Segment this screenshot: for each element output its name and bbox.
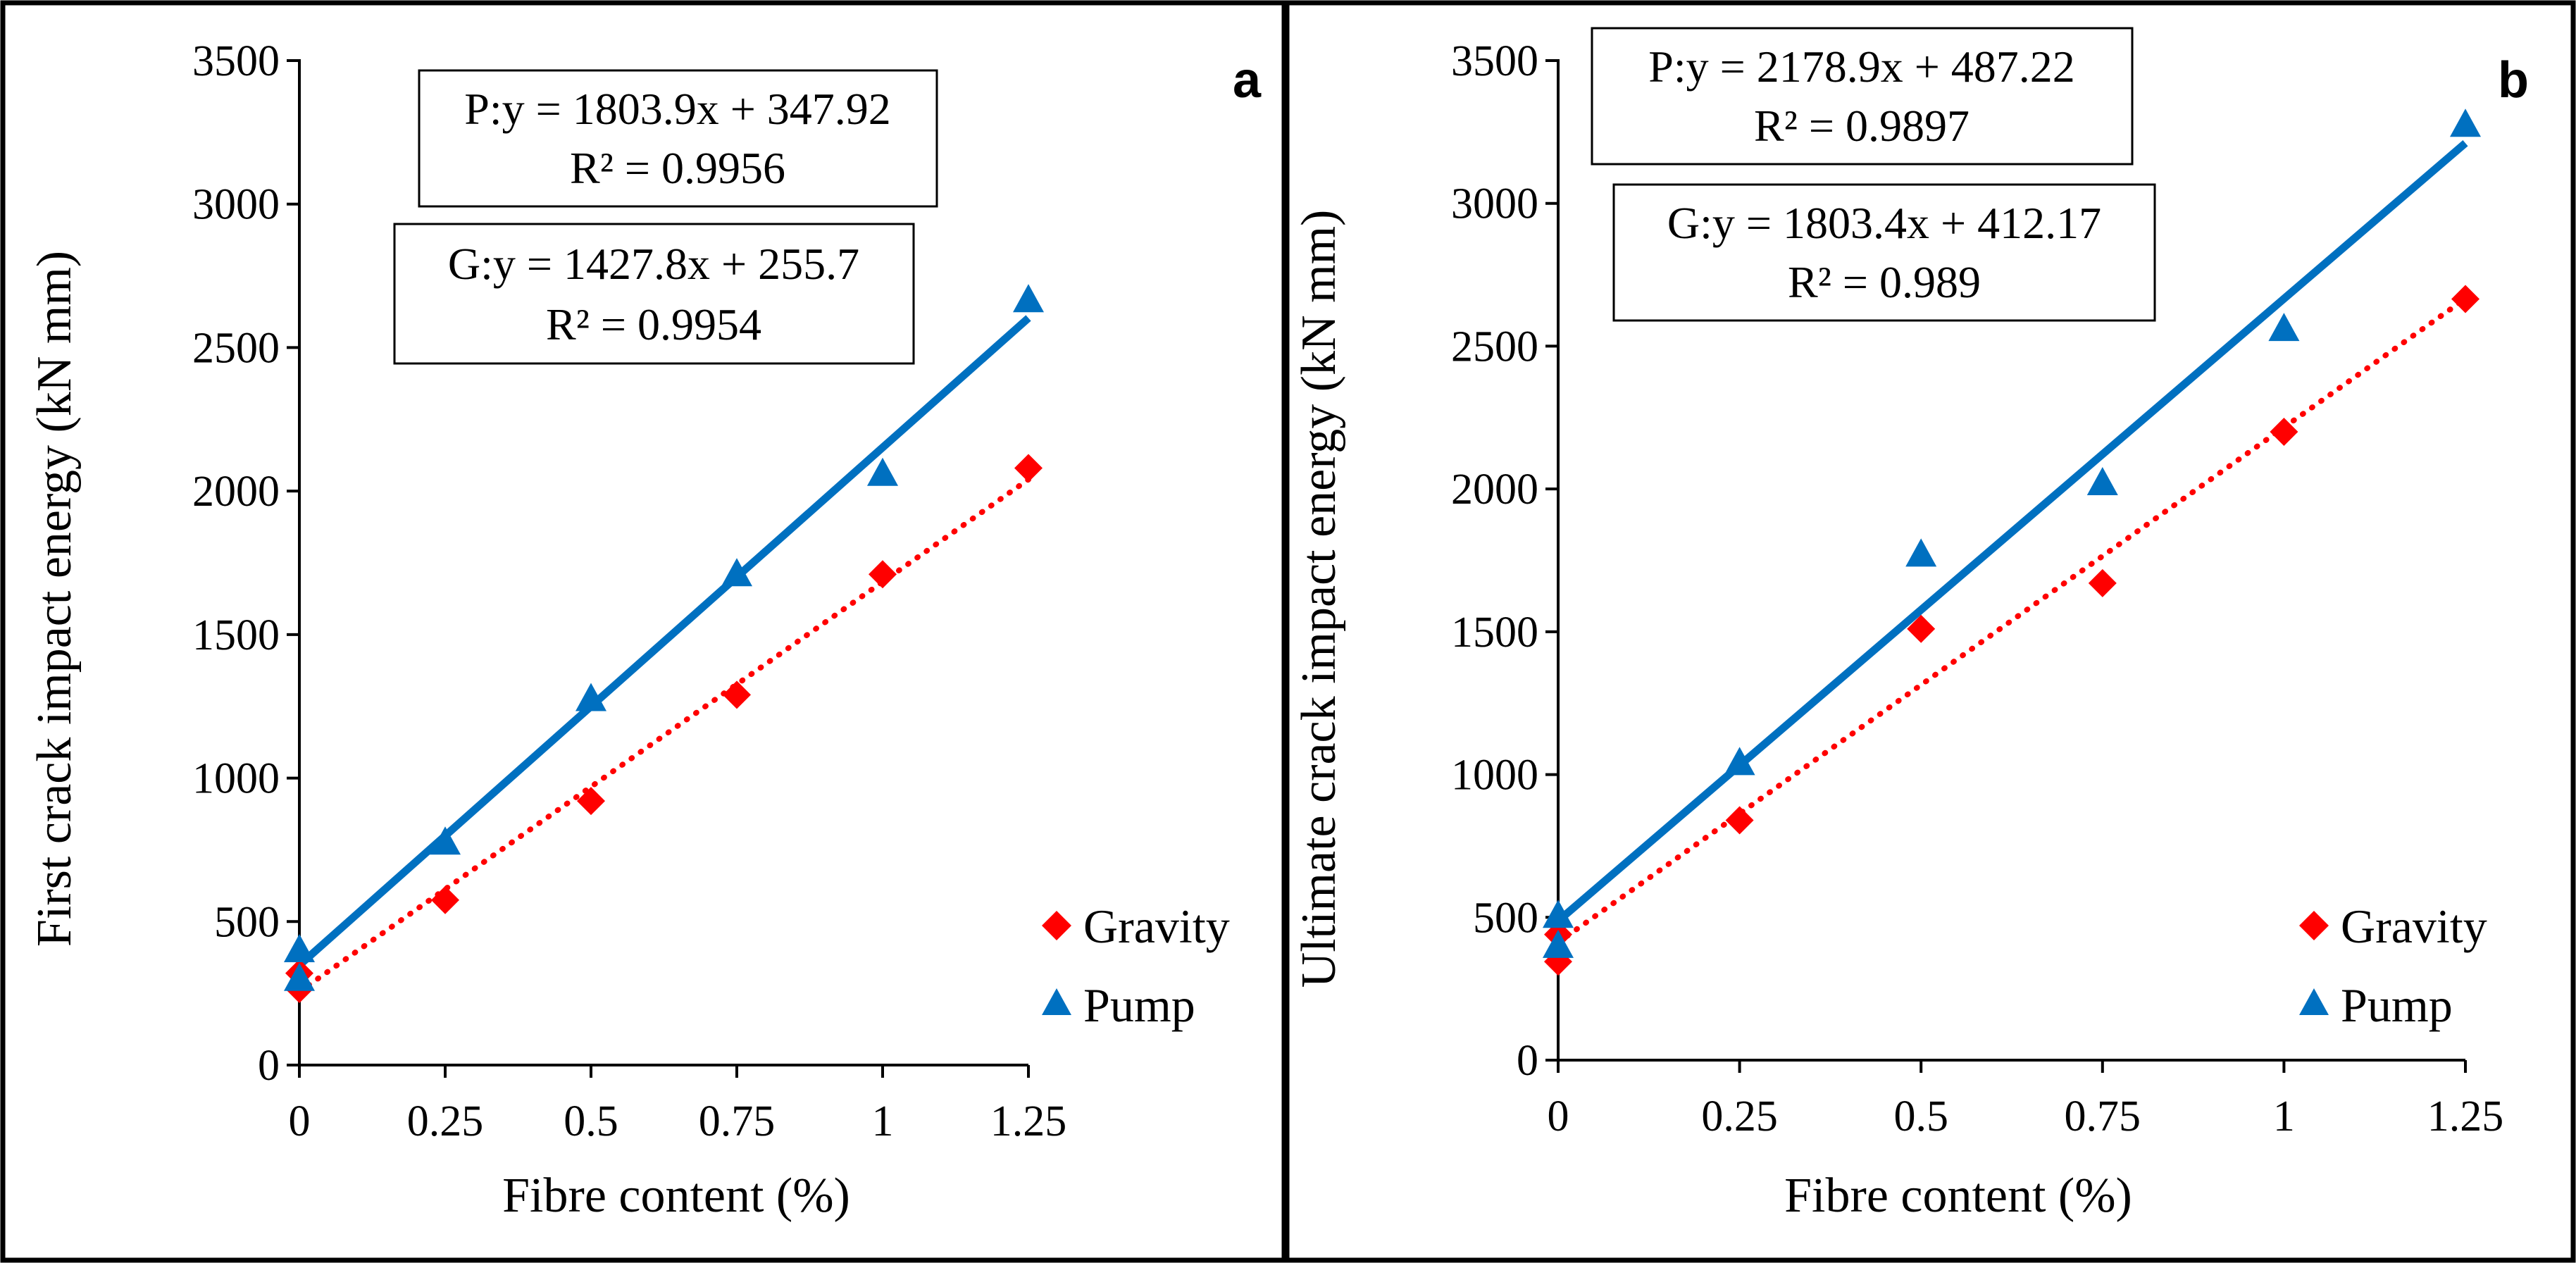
- panel-b-pump-point: [1905, 538, 1937, 567]
- panel-a-legend-pump-label: Pump: [1083, 978, 1195, 1032]
- panel-a-gravity-point: [723, 680, 751, 709]
- panel-a-pump-trendline: [297, 315, 1031, 969]
- panel-a-legend-pump-marker: [1042, 988, 1071, 1015]
- panel-a-x-tick-label: 1: [872, 1097, 894, 1145]
- panel-a-x-tick-label: 0.5: [564, 1097, 618, 1145]
- panel-b-label: b: [2498, 52, 2529, 108]
- panel-b-y-axis-title: Ultimate crack impact energy (kN mm): [1292, 210, 1346, 988]
- panel-a-y-tick-label: 500: [214, 898, 280, 946]
- panel-a-gravity-equation-box: [393, 223, 915, 365]
- panel-a-y-axis-title: First crack impact energy (kN mm): [27, 251, 82, 947]
- panel-a-y-tick-label: 2500: [192, 324, 280, 372]
- panel-b-y-tick-label: 1000: [1451, 752, 1538, 800]
- panel-a-gravity-point: [577, 787, 605, 816]
- panel-b-trendlines: [1555, 140, 2468, 945]
- panel-a-pump-equation-box: [418, 69, 938, 208]
- panel-b-gravity-r2: R² = 0.989: [1788, 257, 1981, 307]
- panel-a-frame: [0, 0, 1287, 1263]
- panel-a-legend-gravity-marker: [1042, 911, 1071, 940]
- panel-a-gravity-point: [869, 560, 897, 589]
- panel-b-x-tick-label: 1: [2273, 1093, 2295, 1140]
- panel-a-y-tick-label: 2000: [192, 468, 280, 516]
- panel-a-pump-r2: R² = 0.9956: [570, 143, 785, 193]
- panel-a-pump-point: [575, 683, 606, 711]
- panel-a-gravity-trendline: [297, 476, 1031, 995]
- panel-a-pump-point: [284, 962, 315, 991]
- panel-b-legend: Gravity Pump: [2299, 900, 2487, 1032]
- panel-b-y-tick-label: 1500: [1451, 609, 1538, 657]
- panel-a-pump-point: [1013, 284, 1044, 313]
- panel-b-axes: 0 500 1000 1500 2000 2500 3000 3500 0 0.25 0.5 0.75…: [1451, 37, 2503, 1140]
- panel-b-pump-point: [2268, 313, 2300, 342]
- panel-b-gravity-point: [2270, 418, 2298, 447]
- panel-b-pump-equation: P:y = 2178.9x + 487.22: [1648, 42, 2075, 92]
- panel-b-y-tick-label: 0: [1517, 1037, 1538, 1085]
- panel-b-legend-pump-marker: [2299, 988, 2329, 1015]
- panel-a: First crack impact energy (kN mm) Fibre …: [27, 37, 1262, 1223]
- panel-a-label: a: [1233, 52, 1262, 108]
- panel-b-gravity-equation-box: [1612, 183, 2156, 322]
- panel-a-y-tick-label: 0: [258, 1042, 280, 1090]
- panel-b-y-tick-label: 500: [1473, 894, 1538, 942]
- panel-a-markers: [284, 284, 1044, 1004]
- panel-a-y-tick-label: 1000: [192, 755, 280, 803]
- panel-a-legend: Gravity Pump: [1042, 900, 1230, 1032]
- panel-a-axes: 0 500 1000 1500 2000 2500 3000 3500 0 0.25 0.5 0.75…: [192, 37, 1066, 1145]
- panel-a-x-tick-label: 1.25: [990, 1097, 1067, 1145]
- panel-b-gravity-point: [1725, 806, 1754, 835]
- panel-b-gravity-trendline: [1555, 295, 2468, 945]
- panel-b-legend-pump-label: Pump: [2341, 978, 2453, 1032]
- panel-b-markers: [1543, 108, 2481, 976]
- panel-b: Ultimate crack impact energy (kN mm) Fib…: [1292, 27, 2529, 1223]
- panel-b-pump-point: [2450, 108, 2481, 137]
- panel-a-x-tick-label: 0.25: [407, 1097, 484, 1145]
- panel-b-pump-point: [1543, 929, 1574, 958]
- panel-a-gravity-point: [431, 885, 459, 914]
- panel-b-frame: [1284, 0, 2576, 1263]
- panel-a-pump-equation: P:y = 1803.9x + 347.92: [464, 84, 891, 134]
- panel-b-x-tick-label: 0.25: [1701, 1093, 1778, 1140]
- panel-a-gravity-r2: R² = 0.9954: [546, 299, 761, 349]
- panel-b-y-tick-label: 3500: [1451, 37, 1538, 85]
- panel-b-x-tick-label: 0: [1548, 1093, 1569, 1140]
- panel-b-gravity-point: [1907, 614, 1936, 643]
- panel-b-pump-trendline: [1555, 140, 2468, 924]
- panel-b-y-tick-label: 2500: [1451, 323, 1538, 371]
- panel-b-x-axis-title: Fibre content (%): [1784, 1169, 2132, 1223]
- panel-b-x-tick-label: 0.5: [1893, 1093, 1948, 1140]
- panel-b-x-tick-label: 1.25: [2427, 1093, 2504, 1140]
- panel-a-y-tick-label: 1500: [192, 611, 280, 659]
- panel-b-x-tick-label: 0.75: [2065, 1093, 2141, 1140]
- panel-b-pump-point: [2086, 467, 2118, 496]
- panel-b-legend-gravity-label: Gravity: [2341, 900, 2487, 953]
- panel-a-x-tick-label: 0: [289, 1097, 311, 1145]
- panel-a-pump-point: [867, 457, 898, 486]
- panel-b-pump-point: [1724, 747, 1755, 776]
- panel-a-y-tick-label: 3000: [192, 181, 280, 229]
- panel-a-x-tick-label: 0.75: [699, 1097, 776, 1145]
- panel-b-pump-point: [1543, 900, 1574, 928]
- panel-a-y-tick-label: 3500: [192, 37, 280, 85]
- panel-a-pump-point: [430, 826, 461, 855]
- panel-a-pump-point: [284, 934, 315, 963]
- panel-a-legend-gravity-label: Gravity: [1083, 900, 1230, 953]
- panel-a-gravity-equation: G:y = 1427.8x + 255.7: [448, 239, 859, 289]
- panel-a-gravity-point: [1014, 454, 1043, 483]
- panel-b-pump-equation-box: [1591, 27, 2134, 166]
- panel-a-x-axis-title: Fibre content (%): [502, 1169, 850, 1223]
- panel-b-y-tick-label: 2000: [1451, 466, 1538, 514]
- panel-b-y-tick-label: 3000: [1451, 180, 1538, 228]
- panel-b-legend-gravity-marker: [2299, 911, 2329, 940]
- panel-a-trendlines: [297, 315, 1031, 995]
- panel-b-gravity-point: [2088, 568, 2117, 597]
- panel-b-gravity-point: [2451, 285, 2479, 313]
- panel-a-pump-point: [721, 558, 752, 587]
- panel-b-gravity-equation: G:y = 1803.4x + 412.17: [1667, 198, 2101, 248]
- panel-b-pump-r2: R² = 0.9897: [1754, 101, 1970, 151]
